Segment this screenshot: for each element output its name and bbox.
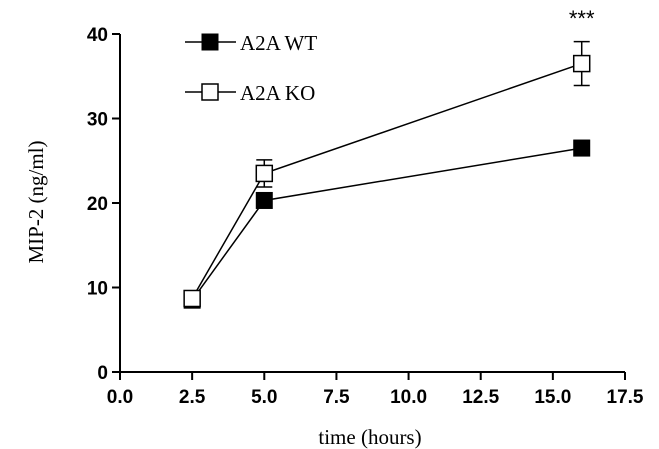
data-point <box>255 191 273 209</box>
x-tick-label: 10.0 <box>390 387 427 408</box>
data-point <box>255 164 274 183</box>
x-axis-title: time (hours) <box>318 425 421 449</box>
y-tick-label: 10 <box>87 279 108 300</box>
legend: A2A WT A2A KO <box>185 31 317 105</box>
y-tick-label: 40 <box>87 25 108 46</box>
legend-label-wt: A2A WT <box>240 31 317 55</box>
x-tick-label: 12.5 <box>462 387 499 408</box>
y-tick-label: 20 <box>87 194 108 215</box>
legend-marker-ko <box>201 83 219 101</box>
x-tick-label: 2.5 <box>179 387 206 408</box>
data-point <box>572 54 591 73</box>
y-axis-title: MIP-2 (ng/ml) <box>24 140 48 263</box>
legend-label-ko: A2A KO <box>240 81 315 105</box>
series-line <box>191 147 582 301</box>
x-tick-label: 17.5 <box>607 387 644 408</box>
data-point <box>183 289 201 308</box>
x-tick-label: 7.5 <box>323 387 350 408</box>
significance-annotation: *** <box>569 6 595 31</box>
axes: 0 10 20 30 40 0.0 2.5 5.0 7.5 10.0 12.5 15.0 17.5 <box>87 25 644 408</box>
x-tick-label: 5.0 <box>251 387 277 408</box>
x-tick-label: 0.0 <box>107 387 133 408</box>
y-tick-label: 0 <box>97 363 108 384</box>
y-tick-label: 30 <box>87 110 108 131</box>
markers <box>183 40 591 309</box>
legend-marker-wt <box>201 33 219 51</box>
x-tick-label: 15.0 <box>534 387 571 408</box>
data-point <box>573 139 591 157</box>
